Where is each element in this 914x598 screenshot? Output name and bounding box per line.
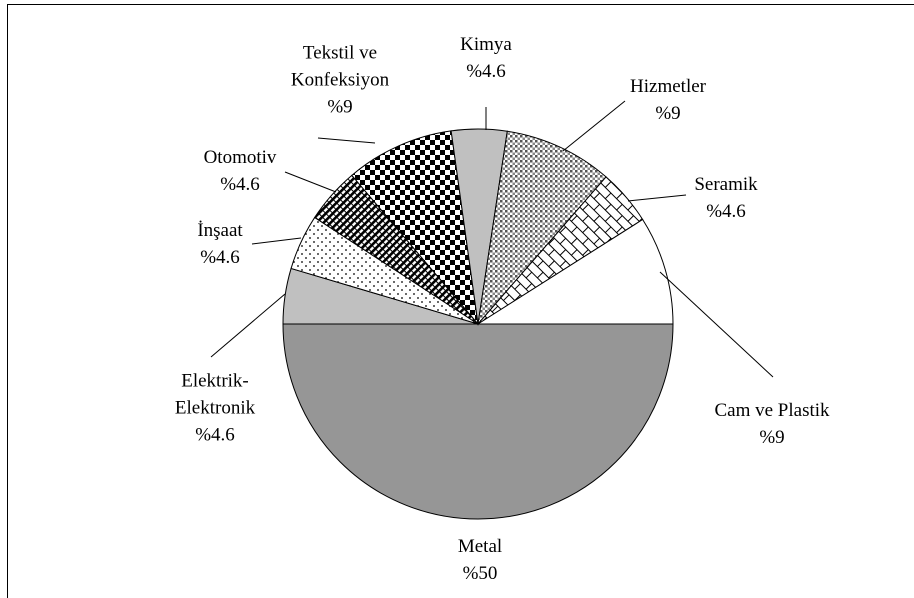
frame bbox=[7, 4, 914, 598]
slice-name: Metal bbox=[457, 536, 503, 557]
slice-label: Otomotiv %4.6 bbox=[204, 144, 277, 198]
leader-line bbox=[627, 194, 687, 202]
slice-name: Elektrik-Elektronik bbox=[174, 370, 256, 419]
slice-name: İnşaat bbox=[197, 220, 243, 241]
leader-line bbox=[210, 293, 286, 358]
slice-name: Tekstil ve Konfeksiyon bbox=[290, 42, 390, 91]
slice-value: %4.6 bbox=[195, 424, 235, 446]
leader-line bbox=[284, 171, 337, 193]
slice-label: Elektrik-Elektronik %4.6 bbox=[160, 368, 270, 449]
leader-line bbox=[251, 237, 302, 245]
pie-slice bbox=[476, 218, 674, 325]
pie-slice bbox=[351, 130, 479, 326]
slice-label: Metal %50 bbox=[458, 533, 502, 587]
slice-value: %4.6 bbox=[220, 174, 260, 195]
slice-label: Seramik %4.6 bbox=[694, 171, 757, 225]
leader-line bbox=[659, 271, 774, 378]
slice-label: Hizmetler %9 bbox=[630, 73, 706, 127]
slice-label: Cam ve Plastik %9 bbox=[714, 397, 829, 451]
slice-name: Cam ve Plastik bbox=[714, 400, 830, 421]
slice-value: %9 bbox=[327, 96, 353, 118]
slice-label: Kimya %4.6 bbox=[460, 31, 512, 85]
slice-value: %4.6 bbox=[200, 247, 240, 268]
slice-label: İnşaat %4.6 bbox=[197, 217, 242, 271]
leader-line bbox=[317, 137, 376, 144]
slice-value: %4.6 bbox=[706, 201, 746, 222]
slice-label: Tekstil ve Konfeksiyon %9 bbox=[270, 40, 410, 121]
slice-value: %50 bbox=[462, 563, 498, 584]
slice-name: Seramik bbox=[694, 174, 758, 195]
pie-slice bbox=[282, 323, 674, 520]
pie-slice bbox=[477, 130, 607, 326]
slice-value: %9 bbox=[759, 427, 785, 448]
slice-value: %4.6 bbox=[466, 61, 506, 82]
slice-value: %9 bbox=[655, 103, 681, 124]
leader-line bbox=[562, 100, 626, 152]
slice-name: Otomotiv bbox=[203, 147, 277, 168]
slice-name: Hizmetler bbox=[630, 76, 706, 97]
slice-name: Kimya bbox=[460, 34, 512, 55]
